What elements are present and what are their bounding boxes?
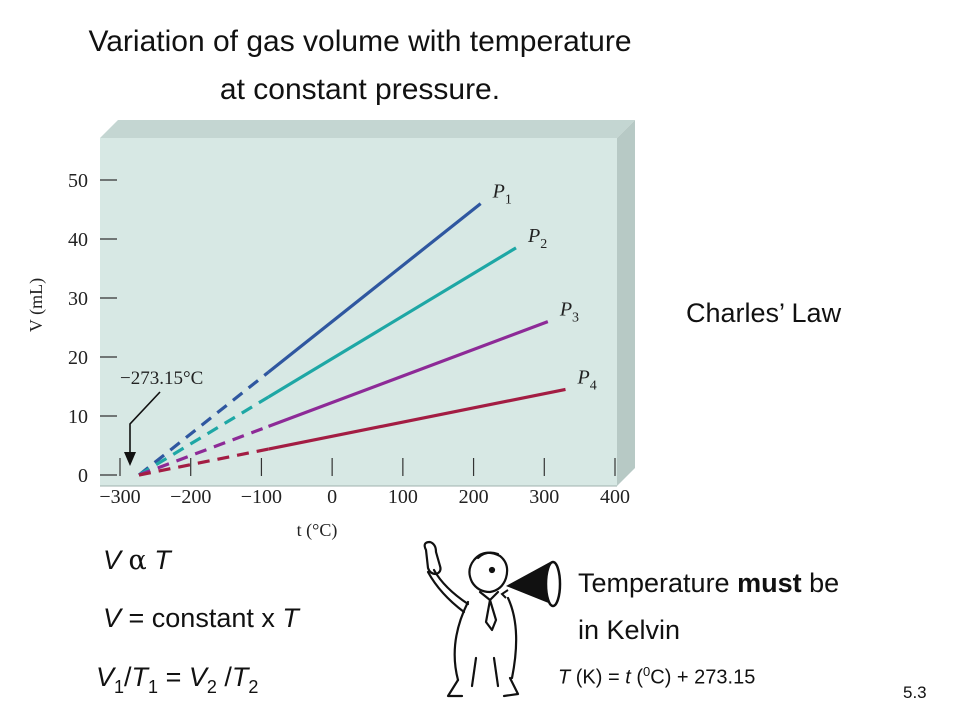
charles-law-label: Charles’ Law	[686, 298, 842, 328]
panel-top	[100, 120, 635, 138]
slide-number: 5.3	[903, 683, 927, 702]
title-line-2: at constant pressure.	[219, 73, 501, 106]
x-tick-label: −100	[241, 486, 282, 508]
formula-proportional: V α T	[103, 545, 171, 576]
y-tick-label: 20	[68, 347, 88, 369]
annotation-label: −273.15°C	[120, 368, 203, 389]
series-line-p3-dashed	[138, 424, 270, 477]
x-tick-label: 200	[459, 486, 489, 508]
series-line-p3	[267, 320, 549, 428]
y-tick-label: 30	[68, 288, 88, 310]
x-tick-label: 400	[600, 486, 630, 508]
x-tick-label: −200	[170, 486, 211, 508]
x-tick-label: 300	[529, 486, 559, 508]
series-line-p1-dashed	[137, 370, 270, 477]
x-tick-label: 0	[327, 486, 337, 508]
panel-face	[100, 138, 617, 486]
y-axis-label: V (mL)	[26, 278, 47, 332]
series-line-p2-dashed	[138, 395, 270, 477]
x-tick-label: 100	[388, 486, 418, 508]
series-label-p4: P4	[577, 366, 597, 393]
formula-constant: V = constant x T	[103, 603, 299, 633]
y-tick-label: 50	[68, 170, 88, 192]
alpha-symbol: α	[128, 545, 147, 576]
emphasis-must: must	[737, 568, 802, 598]
panel-side	[617, 120, 635, 486]
man-with-megaphone-icon	[423, 540, 562, 698]
y-tick-label: 40	[68, 229, 88, 251]
series-line-p4	[268, 387, 566, 451]
x-axis-label: t (°C)	[297, 520, 338, 541]
y-tick-label: 0	[78, 465, 88, 487]
series-label-p2: P2	[527, 225, 547, 252]
series-line-p2	[267, 246, 517, 399]
title-line-1: Variation of gas volume with temperature	[88, 25, 632, 58]
series-line-p1	[267, 202, 482, 374]
series-line-p4-dashed	[138, 447, 269, 477]
temperature-note: Temperature must be in Kelvin	[578, 568, 840, 645]
formula-ratio: V1/T1 = V2 /T2	[96, 662, 259, 697]
kelvin-conversion: T (K) = t (0C) + 273.15	[558, 664, 756, 689]
annotation-arrow	[129, 391, 161, 458]
y-tick-label: 10	[68, 406, 88, 428]
x-tick-label: −300	[99, 486, 140, 508]
annotation-arrowhead	[124, 452, 136, 466]
series-label-p3: P3	[559, 299, 579, 326]
series-label-p1: P1	[492, 181, 512, 208]
